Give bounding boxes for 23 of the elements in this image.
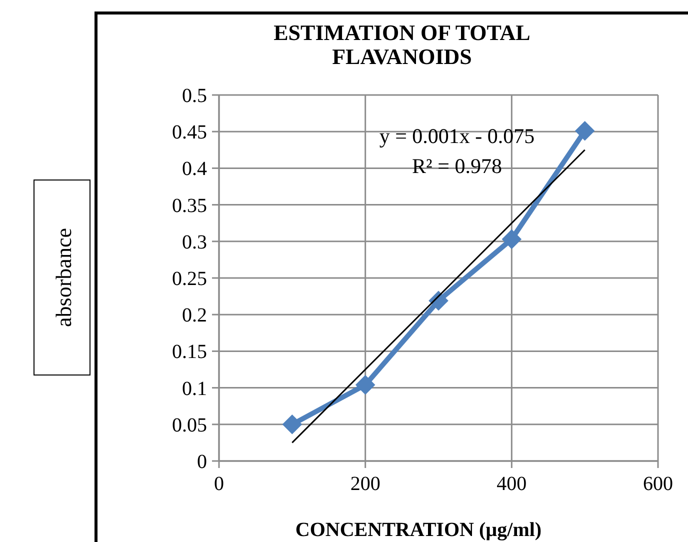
y-tick-label: 0.1 xyxy=(182,378,207,400)
y-tick-label: 0.05 xyxy=(172,414,207,436)
y-tick-label: 0.25 xyxy=(172,268,207,290)
y-tick-label: 0.45 xyxy=(172,122,207,144)
point xyxy=(355,374,376,395)
annotation: y = 0.001x - 0.075 xyxy=(379,124,535,148)
x-tick-label: 200 xyxy=(350,473,380,495)
y-tick-label: 0.4 xyxy=(182,158,207,180)
y-tick-label: 0.35 xyxy=(172,194,207,217)
x-tick-label: 600 xyxy=(643,473,673,495)
point xyxy=(282,414,302,434)
point xyxy=(502,229,522,250)
x-axis-title: CONCENTRATION (µg/ml) xyxy=(295,519,542,541)
x-tick-label: 0 xyxy=(214,473,224,495)
y-axis-title: absorbance xyxy=(51,228,76,327)
x-tick-label: 400 xyxy=(496,473,527,495)
chart-title: ESTIMATION OF TOTAL FLAVANOIDS xyxy=(274,20,530,69)
y-tick-label: 0 xyxy=(197,451,207,473)
y-tick-label: 0.3 xyxy=(182,231,207,254)
y-tick-label: 0.15 xyxy=(172,341,207,364)
y-tick-label: 0.5 xyxy=(182,85,207,107)
annotation: R² = 0.978 xyxy=(412,154,502,178)
y-tick-label: 0.2 xyxy=(182,304,207,327)
